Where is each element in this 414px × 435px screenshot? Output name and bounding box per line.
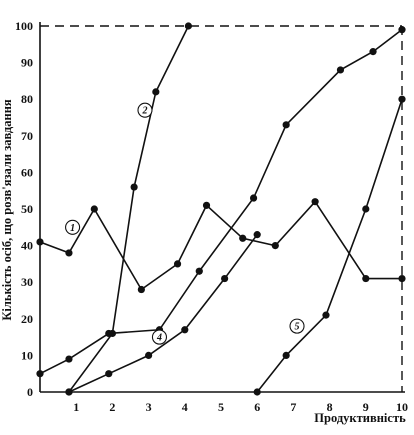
data-point: [90, 205, 98, 213]
data-point: [322, 311, 330, 319]
x-tick-label: 7: [290, 400, 296, 414]
x-tick-label: 4: [182, 400, 188, 414]
series-marker-circle: [137, 102, 153, 118]
data-point: [336, 66, 345, 74]
series-marker-5: 5: [289, 318, 305, 334]
data-point: [271, 242, 279, 250]
data-point: [249, 194, 258, 202]
series-marker-circle: [289, 318, 305, 334]
y-tick-label: 80: [21, 92, 33, 106]
series-layer: [36, 22, 406, 396]
data-point: [65, 355, 73, 363]
x-tick-label: 9: [363, 400, 369, 414]
data-point: [145, 351, 153, 359]
series-marker-1: 1: [65, 219, 81, 235]
y-tick-label: 100: [15, 19, 33, 33]
data-point: [253, 231, 261, 239]
data-point: [362, 205, 370, 213]
x-tick-label: 5: [218, 400, 224, 414]
x-tick-label: 6: [254, 400, 260, 414]
x-tick-label: 8: [327, 400, 333, 414]
series-marker-label: 5: [295, 322, 300, 333]
series-line-2: [68, 25, 190, 393]
x-tick-labels: 1 2 3 4 5 6 7 8 9 10: [73, 400, 408, 414]
data-point: [398, 26, 406, 34]
y-tick-label: 60: [21, 165, 33, 179]
data-point: [195, 267, 203, 275]
x-tick-label: 2: [109, 400, 115, 414]
data-point: [311, 198, 319, 206]
series-line-unlabeled: [68, 234, 258, 393]
x-tick-label: 1: [73, 400, 79, 414]
data-point: [137, 285, 145, 294]
data-point: [152, 88, 160, 96]
data-point: [181, 326, 189, 334]
series-marker-2: 2: [137, 102, 153, 118]
data-point: [253, 388, 261, 396]
y-tick-label: 0: [27, 385, 33, 399]
data-point: [65, 388, 73, 396]
data-point: [398, 95, 406, 103]
x-tick-label: 3: [146, 400, 152, 414]
data-point: [105, 329, 113, 338]
data-point: [36, 238, 44, 246]
data-point: [221, 274, 229, 283]
y-tick-label: 30: [21, 275, 33, 289]
data-point: [239, 234, 247, 242]
data-point: [173, 260, 182, 268]
series-marker-4: 4: [151, 329, 168, 345]
y-tick-label: 20: [21, 312, 33, 326]
data-point: [36, 370, 44, 378]
data-point: [105, 370, 113, 378]
y-tick-label: 90: [21, 56, 33, 70]
data-point: [184, 22, 193, 30]
series-markers: 1 2 4 5: [65, 102, 305, 345]
data-point: [65, 249, 73, 257]
series-line-5: [256, 98, 403, 393]
data-point: [202, 201, 211, 209]
data-point: [130, 183, 138, 191]
y-axis-label: Кількість осіб, що розв'язали завдання: [0, 99, 14, 321]
data-point: [282, 121, 290, 129]
y-tick-label: 50: [21, 202, 33, 216]
series-marker-label: 1: [70, 223, 75, 234]
x-axis-label: Продуктивність: [314, 411, 406, 425]
y-tick-labels: 0 10 20 30 40 50 60 70 80 90 100: [15, 19, 33, 399]
y-tick-label: 70: [21, 129, 33, 143]
series-marker-circle: [65, 219, 81, 235]
y-tick-label: 10: [21, 348, 33, 362]
series-marker-circle: [151, 329, 168, 345]
data-point: [398, 274, 406, 283]
series-marker-label: 2: [141, 106, 147, 117]
series-line-4: [39, 29, 403, 375]
series-marker-label: 4: [156, 333, 162, 344]
series-line-1: [39, 200, 402, 291]
data-point: [282, 351, 290, 359]
x-tick-label: 10: [396, 400, 408, 414]
plot-frame: [39, 22, 405, 393]
y-tick-label: 40: [21, 239, 33, 253]
data-point: [369, 48, 377, 56]
data-point: [362, 274, 370, 283]
